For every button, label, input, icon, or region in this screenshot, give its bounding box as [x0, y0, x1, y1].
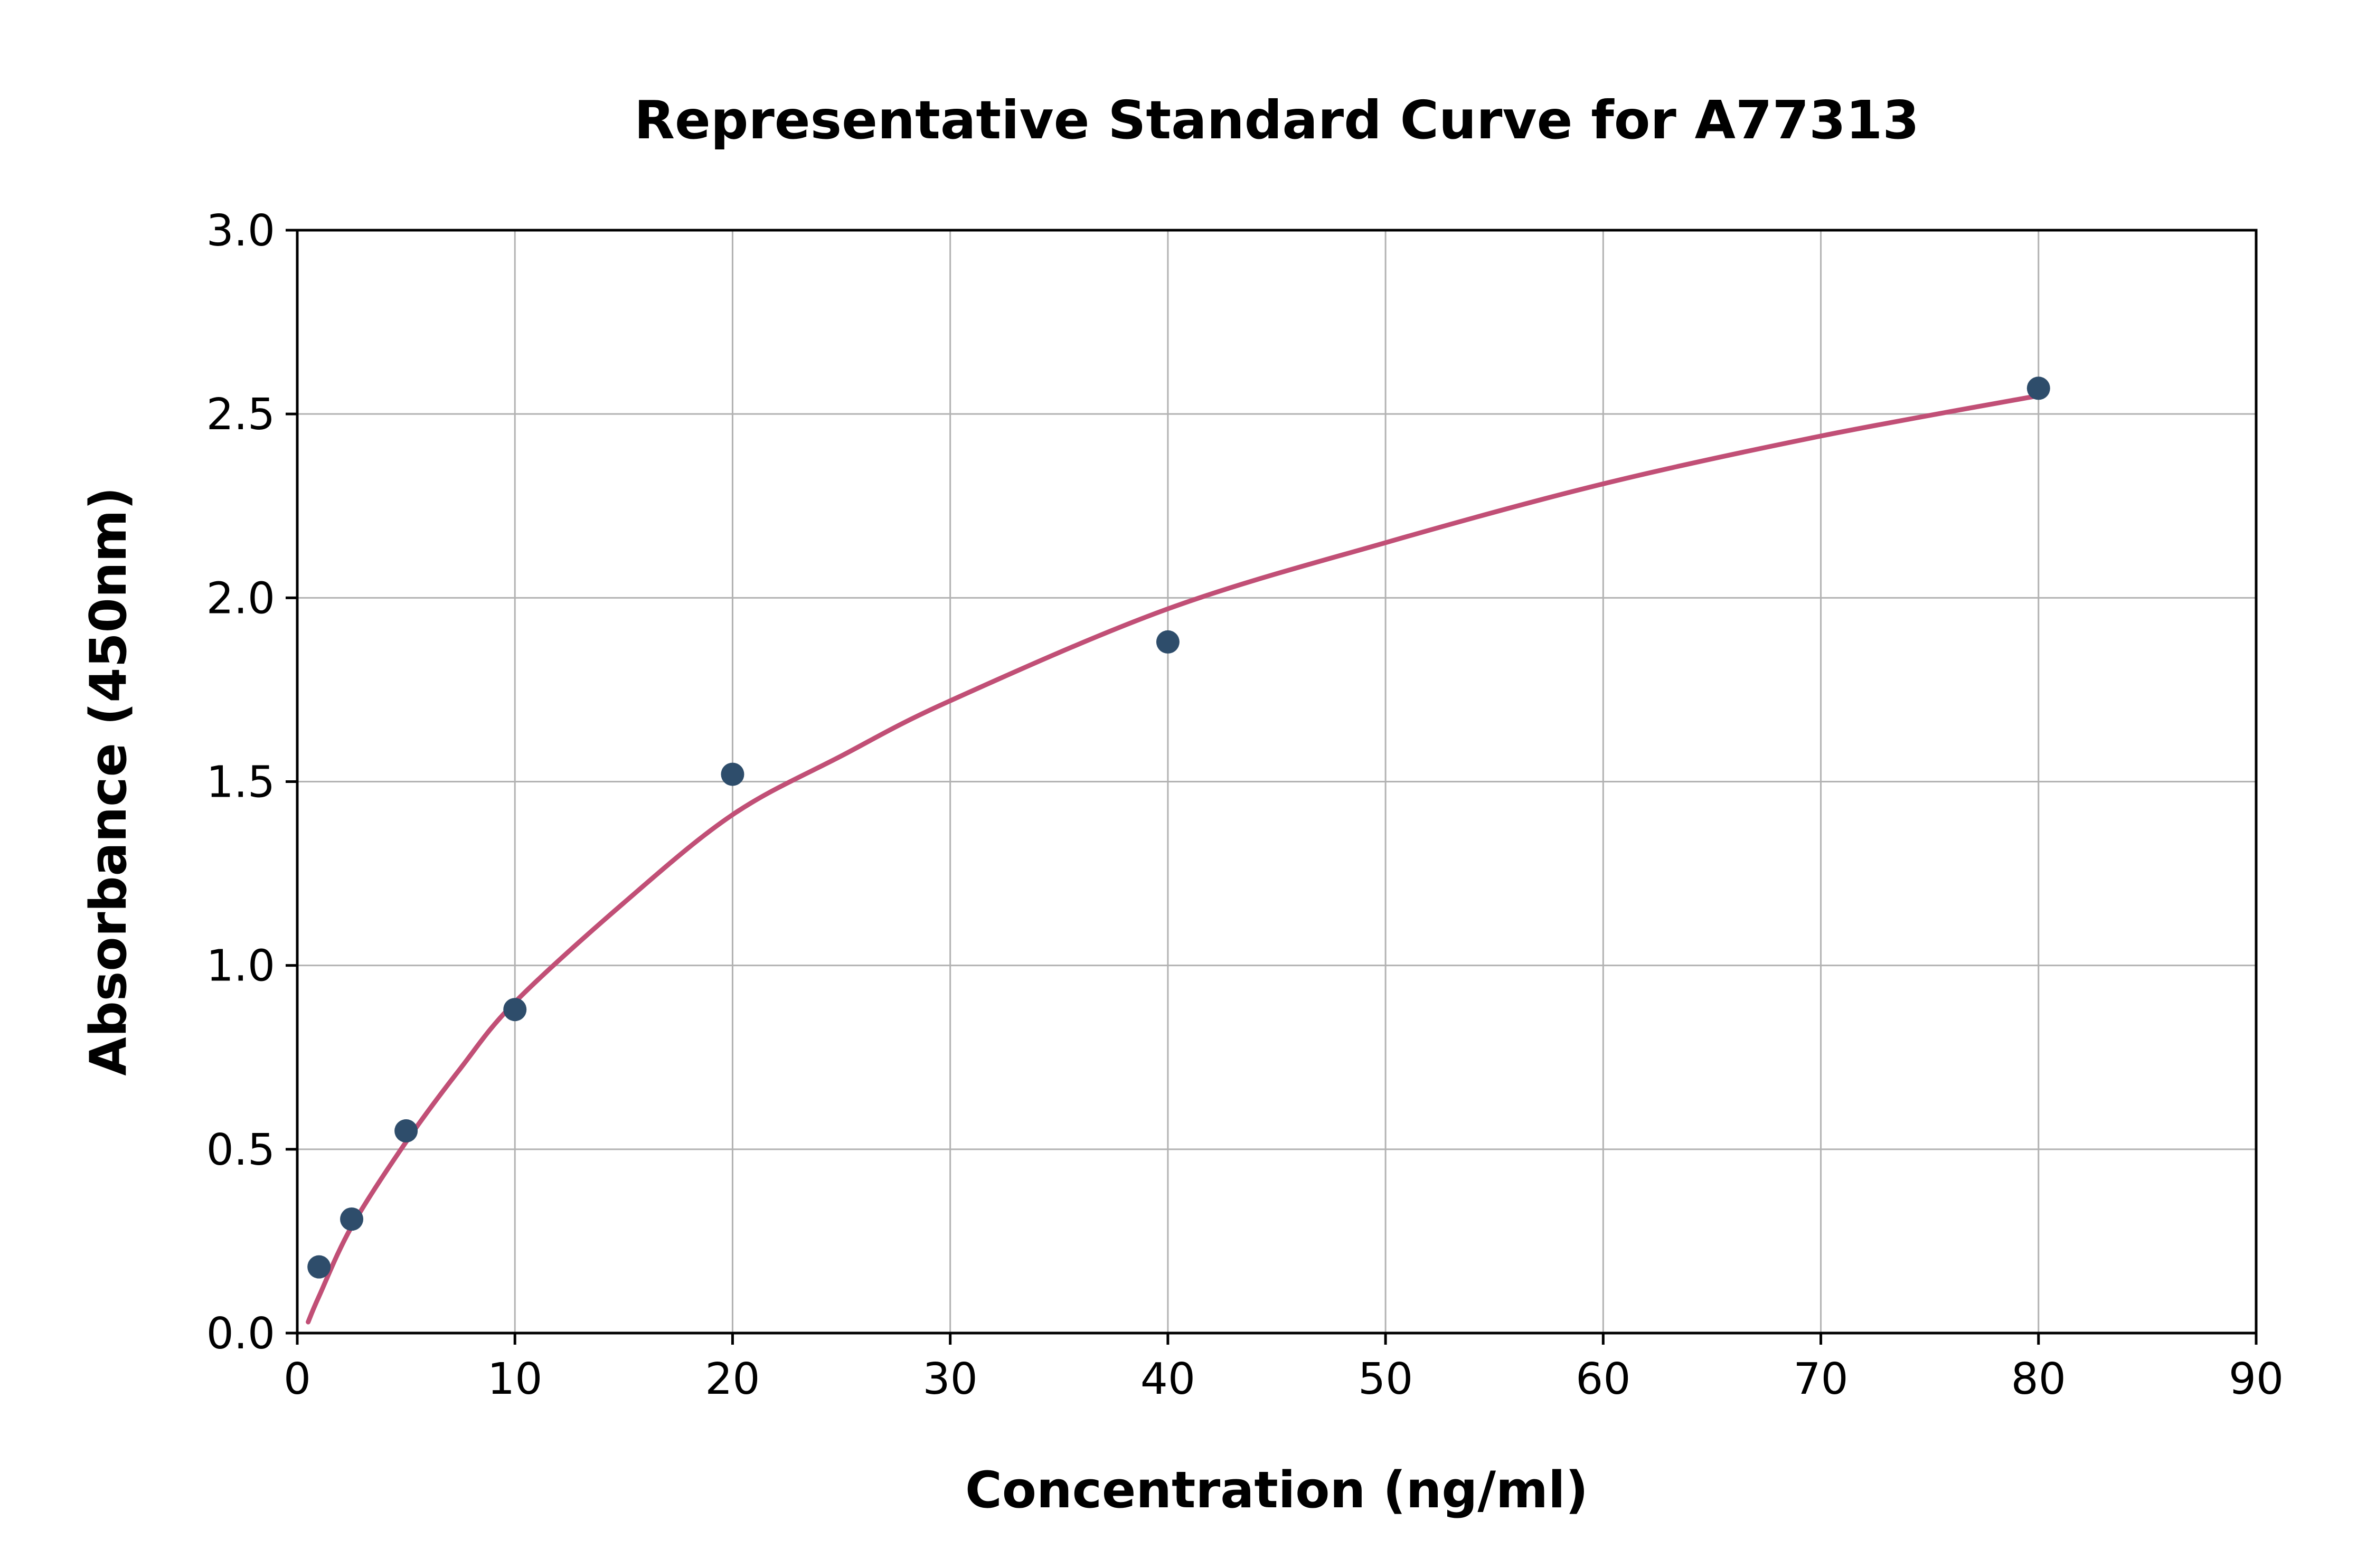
- data-point: [503, 998, 527, 1022]
- y-axis-label: Absorbance (450nm): [80, 487, 138, 1076]
- data-point: [394, 1119, 418, 1143]
- x-tick-label: 40: [1140, 1354, 1195, 1404]
- data-point: [340, 1207, 364, 1231]
- y-tick-label: 2.5: [206, 390, 275, 440]
- x-tick-label: 30: [922, 1354, 977, 1404]
- y-tick-label: 0.0: [206, 1309, 275, 1359]
- chart-title: Representative Standard Curve for A77313: [634, 89, 1919, 151]
- x-tick-label: 80: [2011, 1354, 2066, 1404]
- x-tick-label: 50: [1358, 1354, 1413, 1404]
- x-axis-label: Concentration (ng/ml): [965, 1461, 1588, 1519]
- plot-area: 0 10 20 30 40 50 60 70 80 90 0.0 0.5 1.0 1.5 2.0 2.5 3.0: [206, 206, 2284, 1404]
- data-point: [1156, 630, 1180, 654]
- x-tick-label: 10: [487, 1354, 542, 1404]
- data-point: [721, 762, 744, 786]
- fit-curve-line: [306, 393, 2041, 1325]
- x-tick-label: 90: [2229, 1354, 2284, 1404]
- x-tick-label: 60: [1576, 1354, 1630, 1404]
- x-tick-label: 20: [705, 1354, 760, 1404]
- data-point: [2026, 376, 2050, 400]
- y-tick-label: 3.0: [206, 206, 275, 256]
- x-tick-label: 70: [1793, 1354, 1848, 1404]
- y-tick-label: 1.0: [206, 941, 275, 991]
- x-tick-label: 0: [284, 1354, 311, 1404]
- data-point: [307, 1255, 331, 1279]
- y-tick-label: 2.0: [206, 573, 275, 624]
- y-tick-label: 1.5: [206, 758, 275, 808]
- y-tick-label: 0.5: [206, 1125, 275, 1175]
